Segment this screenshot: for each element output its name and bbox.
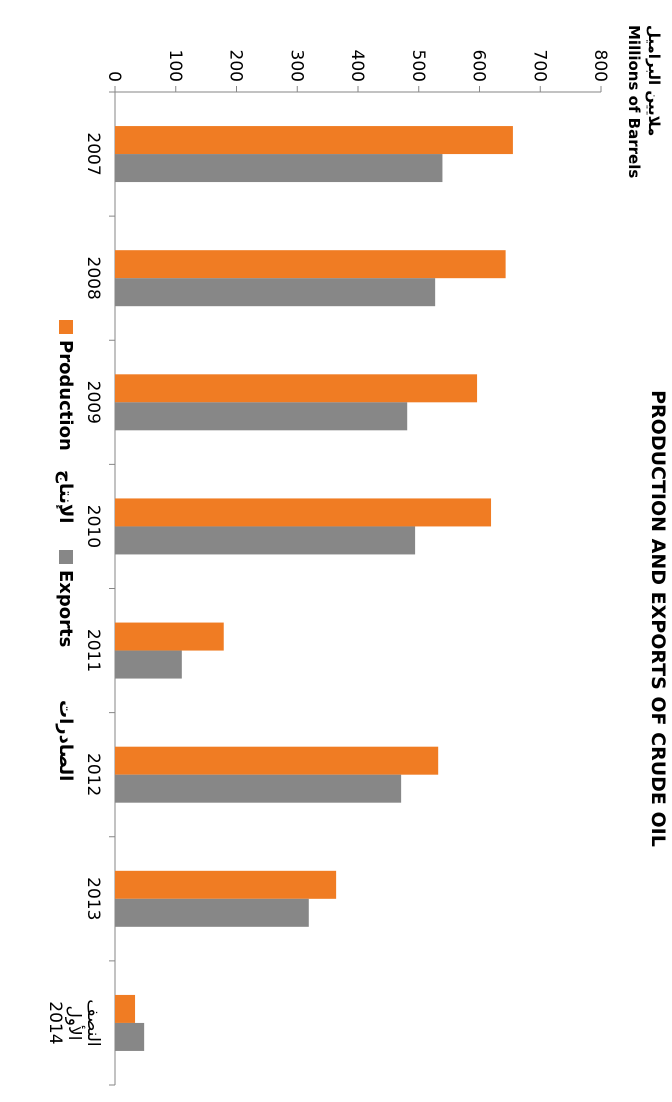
chart-title: PRODUCTION AND EXPORTS OF CRUDE OIL bbox=[647, 390, 669, 847]
bars bbox=[114, 126, 513, 1051]
production-bar bbox=[114, 994, 136, 1023]
category-label: 2009 bbox=[83, 381, 103, 424]
exports-legend-swatch bbox=[59, 550, 73, 564]
category-label-line: النصف bbox=[83, 999, 103, 1046]
category-label: 2011 bbox=[83, 629, 103, 672]
category-label-line: 2010 bbox=[83, 505, 103, 548]
exports-legend-label-ar: الصادرات bbox=[55, 700, 76, 781]
production-bar bbox=[115, 126, 513, 155]
production-legend-label-ar: الإنتاج bbox=[55, 470, 76, 523]
category-label-line: 2011 bbox=[83, 629, 103, 672]
title-group: PRODUCTION AND EXPORTS OF CRUDE OIL bbox=[647, 390, 669, 847]
exports-bar bbox=[115, 898, 309, 927]
category-label-line: الأول bbox=[64, 1005, 85, 1040]
category-label: 2013 bbox=[83, 877, 103, 920]
value-tick-label: 0 bbox=[104, 71, 124, 82]
category-label: 2010 bbox=[83, 505, 103, 548]
value-tick-label: 500 bbox=[408, 50, 428, 82]
value-tick-label: 100 bbox=[165, 50, 185, 82]
category-label-line: 2013 bbox=[83, 877, 103, 920]
category-label: 2007 bbox=[83, 132, 103, 175]
value-tick-label: 400 bbox=[347, 50, 367, 82]
value-tick-label: 700 bbox=[529, 50, 549, 82]
production-bar bbox=[115, 374, 478, 403]
category-label: 2012 bbox=[83, 753, 103, 796]
category-label-line: 2008 bbox=[83, 257, 103, 300]
exports-bar bbox=[115, 650, 182, 679]
category-label-line: 2007 bbox=[83, 132, 103, 175]
legend: Production الإنتاج Exports الصادرات bbox=[55, 320, 76, 781]
value-tick-label: 600 bbox=[469, 50, 489, 82]
exports-bar bbox=[115, 526, 416, 555]
production-bar bbox=[114, 498, 492, 527]
production-legend-label: Production bbox=[55, 340, 76, 451]
category-label-line: 2009 bbox=[83, 381, 103, 424]
y-axis-label-en: Millions of Barrels bbox=[625, 25, 643, 178]
production-bar bbox=[115, 870, 337, 899]
value-tick-label: 200 bbox=[226, 50, 246, 82]
production-bar bbox=[115, 746, 439, 775]
category-label-line: 2012 bbox=[83, 753, 103, 796]
exports-bar bbox=[115, 278, 436, 307]
category-label: النصفالأول2014 bbox=[45, 999, 103, 1046]
exports-bar bbox=[115, 402, 408, 431]
value-tick-label: 800 bbox=[590, 50, 610, 82]
y-axis-label-ar: ملايين البراميل bbox=[645, 25, 663, 136]
production-bar bbox=[115, 250, 506, 279]
category-label-line: 2014 bbox=[45, 1001, 65, 1044]
exports-legend-label: Exports bbox=[55, 570, 76, 647]
rotated-chart-group: PRODUCTION AND EXPORTS OF CRUDE OIL ملاي… bbox=[45, 25, 669, 1086]
category-label: 2008 bbox=[83, 257, 103, 300]
value-tick-label: 300 bbox=[286, 50, 306, 82]
axes: 0 100 200 300 400 500 600 700 800 2007 2008 2009 201… bbox=[45, 50, 610, 1086]
production-legend-swatch bbox=[59, 320, 73, 334]
exports-bar bbox=[115, 774, 402, 803]
exports-bar bbox=[115, 154, 443, 183]
production-bar bbox=[114, 622, 224, 651]
exports-bar bbox=[114, 1022, 145, 1051]
